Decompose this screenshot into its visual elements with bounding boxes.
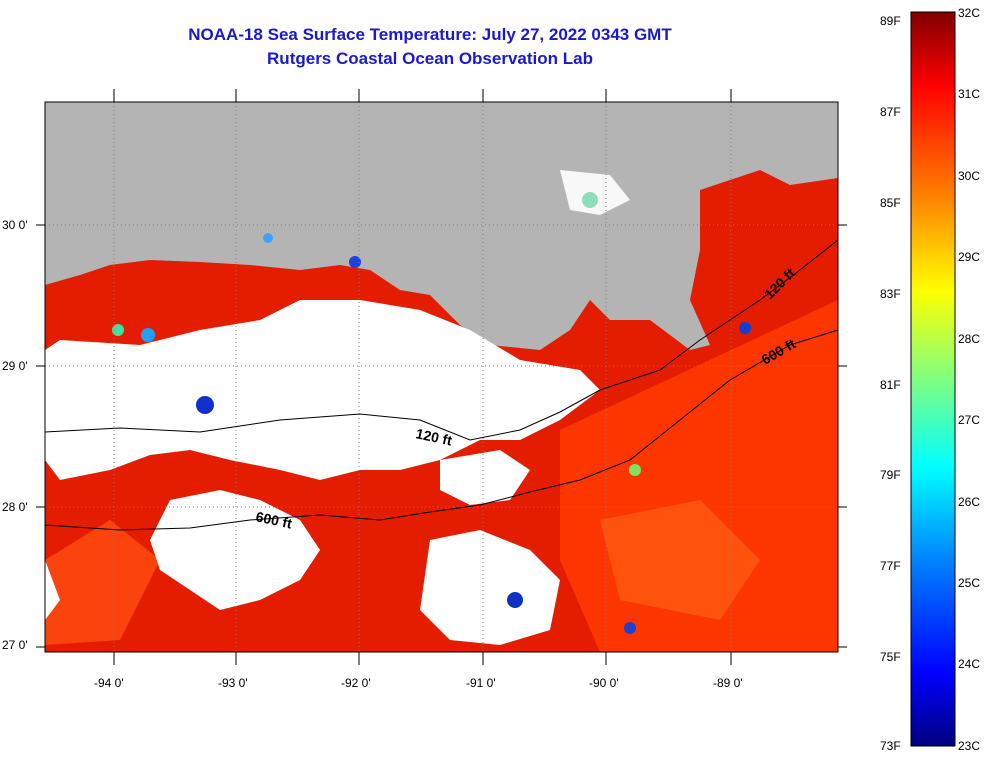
cool-spot [263, 233, 273, 243]
colorbar-c-label: 25C [958, 576, 980, 590]
colorbar-c-labels: 32C 31C 30C 29C 28C 27C 26C 25C 24C 23C [958, 6, 980, 753]
map-title: NOAA-18 Sea Surface Temperature: July 27… [188, 25, 672, 44]
colorbar-c-label: 29C [958, 250, 980, 264]
lon-label: -92 0' [341, 676, 371, 690]
lon-label: -91 0' [466, 676, 496, 690]
map-subtitle: Rutgers Coastal Ocean Observation Lab [267, 49, 593, 68]
cool-spot [141, 328, 155, 342]
lon-label: -94 0' [94, 676, 124, 690]
lat-label: 27 0' [2, 638, 28, 652]
colorbar-f-label: 85F [880, 196, 901, 210]
lat-label: 29 0' [2, 359, 28, 373]
cloud-cover-north [45, 300, 600, 480]
cool-spot [112, 324, 124, 336]
colorbar-c-label: 24C [958, 657, 980, 671]
map-frame [44, 101, 839, 653]
colorbar-f-labels: 89F 87F 85F 83F 81F 79F 77F 75F 73F [880, 14, 901, 753]
lat-label: 30 0' [2, 218, 28, 232]
land-mass [45, 102, 838, 350]
contour-600ft [45, 329, 838, 531]
cool-spot [629, 464, 641, 476]
colorbar-c-label: 26C [958, 495, 980, 509]
cool-spot [196, 396, 214, 414]
cool-spot [349, 256, 361, 268]
lat-label: 28 0' [2, 500, 28, 514]
cool-spot [582, 192, 598, 208]
contour-label-120-west: 120 ft [414, 425, 453, 448]
colorbar-c-label: 31C [958, 87, 980, 101]
cloud-edge [45, 560, 60, 620]
contour-label-600-west: 600 ft [254, 508, 293, 531]
colorbar-f-label: 87F [880, 105, 901, 119]
cool-spot [624, 622, 636, 634]
map-body: 120 ft 600 ft 120 ft 600 ft [45, 102, 838, 652]
colorbar-f-label: 79F [880, 468, 901, 482]
cloud-cover-south [420, 530, 560, 645]
cloud-cover-mid [440, 450, 530, 505]
warm-water-patch-west [45, 520, 160, 645]
lon-label: -93 0' [218, 676, 248, 690]
colorbar-c-label: 27C [958, 413, 980, 427]
axis-ticks [36, 89, 847, 665]
contour-120ft [45, 239, 838, 441]
colorbar-c-label: 30C [958, 169, 980, 183]
cool-spot [507, 592, 523, 608]
warm-water-patch [600, 500, 760, 620]
colorbar-f-label: 83F [880, 287, 901, 301]
lon-label: -90 0' [589, 676, 619, 690]
colorbar-f-label: 75F [880, 650, 901, 664]
colorbar-c-label: 32C [958, 6, 980, 20]
colorbar-c-label: 28C [958, 332, 980, 346]
gridlines [45, 102, 838, 652]
cool-spot [739, 322, 751, 334]
cloud-inland [560, 170, 630, 215]
cloud-cover-central [150, 490, 320, 610]
colorbar-f-label: 81F [880, 378, 901, 392]
colorbar-c-label: 23C [958, 739, 980, 753]
colorbar-f-label: 77F [880, 559, 901, 573]
lon-label: -89 0' [713, 676, 743, 690]
colorbar-f-label: 73F [880, 739, 901, 753]
colorbar [910, 11, 956, 747]
colorbar-f-label: 89F [880, 14, 901, 28]
